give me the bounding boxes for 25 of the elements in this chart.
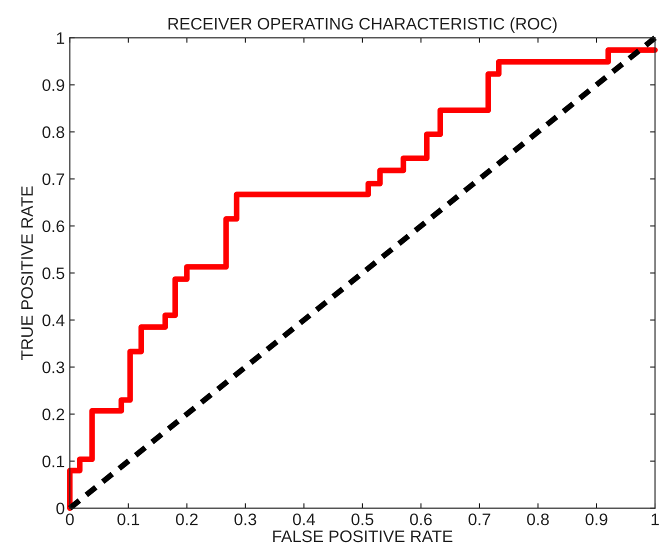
x-tick-label: 0.3 xyxy=(234,513,256,526)
x-tick-label: 0.7 xyxy=(468,513,490,526)
y-tick-label: 0.3 xyxy=(42,361,64,374)
y-tick-label: 0.2 xyxy=(42,408,64,420)
x-axis-title: FALSE POSITIVE RATE xyxy=(273,530,452,542)
x-tick-label: 0.4 xyxy=(292,513,316,526)
y-tick-label: 0.7 xyxy=(42,173,64,186)
x-tick-label: 0.5 xyxy=(351,513,374,526)
y-tick-label: 0.9 xyxy=(42,79,64,92)
x-tick-label: 0.1 xyxy=(117,513,140,526)
y-tick-label: 0 xyxy=(56,502,64,514)
x-tick-label: 1 xyxy=(652,514,659,526)
x-tick-label: 0.8 xyxy=(527,513,549,526)
y-tick-label: 0.1 xyxy=(42,456,64,468)
y-tick-label: 0.6 xyxy=(42,220,64,232)
y-tick-label: 1 xyxy=(56,32,64,44)
y-axis-title: TRUE POSITIVE RATE xyxy=(21,186,33,360)
chart-title: RECEIVER OPERATING CHARACTERISTIC (ROC) xyxy=(168,17,557,33)
x-tick-label: 0.9 xyxy=(586,513,608,526)
y-tick-label: 0.4 xyxy=(42,314,64,326)
y-tick-label: 0.5 xyxy=(42,267,64,280)
x-tick-label: 0 xyxy=(66,513,74,526)
y-tick-label: 0.8 xyxy=(42,126,64,138)
x-tick-label: 0.2 xyxy=(176,513,198,526)
x-tick-label: 0.6 xyxy=(410,513,432,526)
